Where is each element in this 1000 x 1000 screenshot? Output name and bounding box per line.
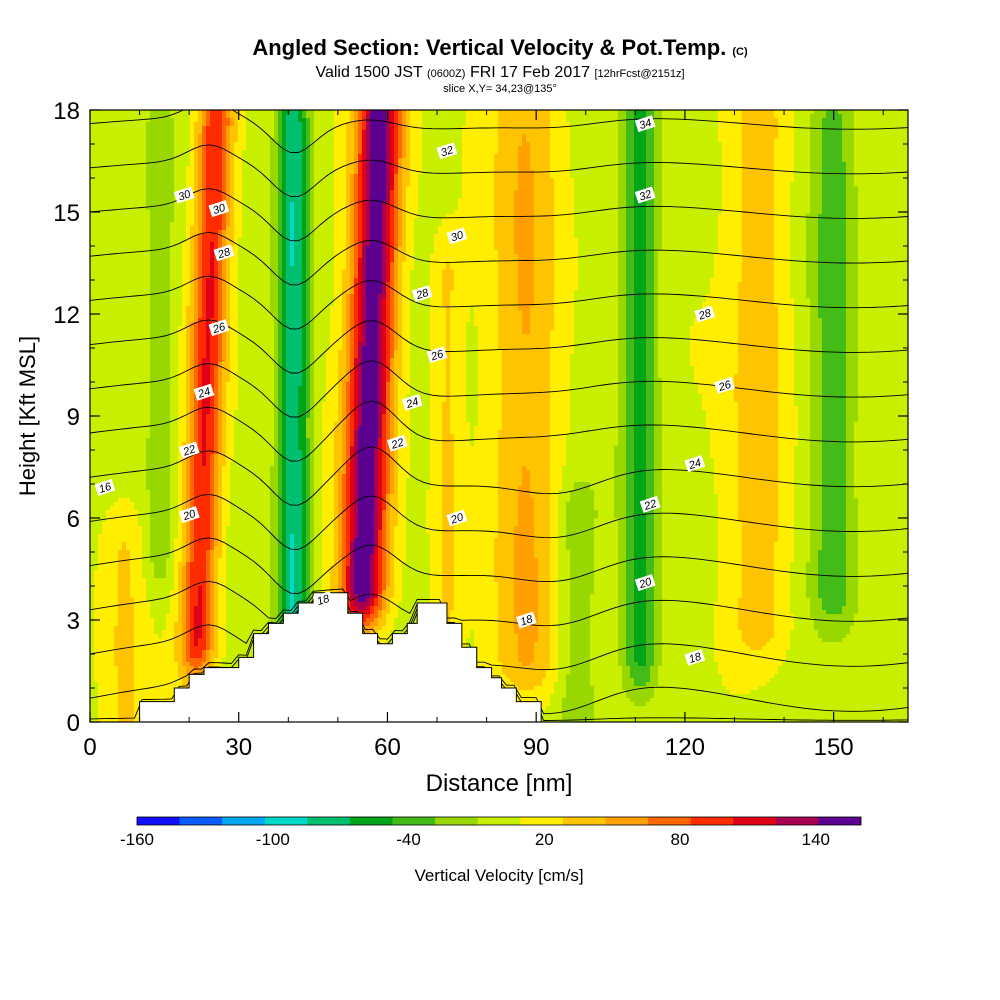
y-tick-label: 9 <box>67 404 80 431</box>
contour-label-22: 22 <box>178 441 200 459</box>
colorbar-tick-label: 20 <box>535 830 554 849</box>
contour-label-20: 20 <box>178 506 200 523</box>
contour-label-18: 18 <box>684 648 706 666</box>
contour-label-26: 26 <box>208 319 230 336</box>
terrain <box>90 592 908 722</box>
x-axis: 0 30 60 90 120 150 <box>83 110 884 761</box>
colorbar-swatch <box>648 817 691 825</box>
colorbar-swatch <box>520 817 564 825</box>
contour-label-26: 26 <box>714 376 736 394</box>
velocity-field <box>90 110 908 722</box>
contour-label-22: 22 <box>639 495 661 513</box>
theta-contour-18 <box>90 537 908 594</box>
contour-label-32: 32 <box>436 142 458 159</box>
theta-contour-24.5 <box>90 0 908 20</box>
theta-contour-18.5 <box>90 493 908 550</box>
contour-label-18: 18 <box>515 611 537 629</box>
colorbar-swatch <box>477 817 521 825</box>
terrain-profile <box>90 592 908 722</box>
theta-contour-20 <box>90 360 908 418</box>
chart-title: Angled Section: Vertical Velocity & Pot.… <box>0 36 1000 64</box>
contour-label-20: 20 <box>446 509 468 527</box>
colorbar-swatch <box>775 817 819 825</box>
x-tick-label: 120 <box>665 734 705 761</box>
theta-contour-17.5 <box>90 580 908 627</box>
colorbar-swatch <box>264 817 308 825</box>
colorbar-swatch <box>307 817 351 825</box>
x-tick-label: 0 <box>83 734 96 761</box>
colorbar-tick-label: 80 <box>671 830 690 849</box>
y-axis-label: Height [Kft MSL] <box>15 336 40 496</box>
contour-label-30: 30 <box>173 186 195 204</box>
theta-contour-21.5 <box>90 231 908 286</box>
theta-contour-23 <box>90 110 908 154</box>
contour-label-28: 28 <box>411 285 433 302</box>
x-axis-label: Distance [nm] <box>426 770 573 797</box>
x-tick-label: 150 <box>814 734 854 761</box>
y-tick-label: 15 <box>53 200 80 227</box>
colorbar-swatch <box>818 817 862 825</box>
colorbar-swatch <box>690 817 734 825</box>
contour-label-34: 34 <box>634 115 656 132</box>
slice-info: slice X,Y= 34,23@135° <box>0 83 1000 95</box>
y-tick-label: 18 <box>53 98 80 125</box>
y-tick-label: 0 <box>67 710 80 737</box>
x-tick-label: 90 <box>523 734 550 761</box>
colorbar-swatch <box>392 817 436 825</box>
contour-label-26: 26 <box>426 346 448 364</box>
contour-label-28: 28 <box>694 305 716 323</box>
valid-date: FRI 17 Feb 2017 <box>470 64 590 81</box>
contour-label-24: 24 <box>684 455 706 472</box>
theta-contour-19 <box>90 446 908 506</box>
colorbar-swatch <box>179 817 223 825</box>
contour-label-24: 24 <box>401 393 423 411</box>
contour-label-24: 24 <box>193 383 215 401</box>
colorbar-swatch <box>137 817 180 825</box>
theta-contour-17 <box>90 593 908 671</box>
theta-contour-22.5 <box>90 144 908 198</box>
x-tick-label: 60 <box>374 734 401 761</box>
contour-label-30: 30 <box>208 200 230 217</box>
colorbar-tick-label: 140 <box>802 830 830 849</box>
theta-contour-24 <box>90 13 908 64</box>
contour-label-20: 20 <box>634 574 656 591</box>
y-axis: 0 3 6 9 12 15 18 <box>53 98 908 737</box>
theta-contour-22 <box>90 188 908 242</box>
colorbar-swatch <box>222 817 266 825</box>
theta-contour-labels: 18 20 22 24 26 28 30 32 34 30 28 26 24 22 20 18 16 30 32 28… <box>94 115 736 666</box>
valid-time: Valid 1500 JST <box>315 64 422 81</box>
chart-title-main: Angled Section: Vertical Velocity & Pot.… <box>252 35 726 60</box>
chart-title-units: (C) <box>732 46 747 58</box>
y-tick-label: 6 <box>67 506 80 533</box>
x-tick-label: 30 <box>225 734 252 761</box>
contour-label-28: 28 <box>213 244 235 262</box>
chart-subtitle: Valid 1500 JST (0600Z) FRI 17 Feb 2017 [… <box>0 64 1000 83</box>
colorbar-tick-label: -100 <box>256 830 290 849</box>
forecast-info: [12hrFcst@2151z] <box>594 68 684 80</box>
theta-contour-21 <box>90 275 908 330</box>
valid-time-utc: (0600Z) <box>427 68 466 80</box>
colorbar-swatch <box>349 817 393 825</box>
contour-label-32: 32 <box>634 186 656 204</box>
colorbar-swatch <box>605 817 649 825</box>
colorbar-tick-label: -160 <box>120 830 154 849</box>
colorbar-swatch <box>435 817 479 825</box>
colorbar-frame <box>136 816 862 826</box>
colorbar-swatch <box>733 817 777 825</box>
colorbar: -160 -100 -40 20 80 140 <box>120 816 862 849</box>
contour-label-18: 18 <box>312 591 334 608</box>
y-tick-label: 3 <box>67 608 80 635</box>
colorbar-swatch <box>562 817 606 825</box>
theta-contour-23.5 <box>90 57 908 108</box>
theta-contour-16.5 <box>90 597 908 715</box>
colorbar-tick-label: -40 <box>396 830 421 849</box>
colorbar-label: Vertical Velocity [cm/s] <box>414 866 583 885</box>
contour-label-22: 22 <box>386 434 408 452</box>
y-tick-label: 12 <box>53 302 80 329</box>
contour-label-30: 30 <box>446 227 468 244</box>
contour-label-16: 16 <box>94 478 116 496</box>
theta-contour-19.5 <box>90 400 908 462</box>
